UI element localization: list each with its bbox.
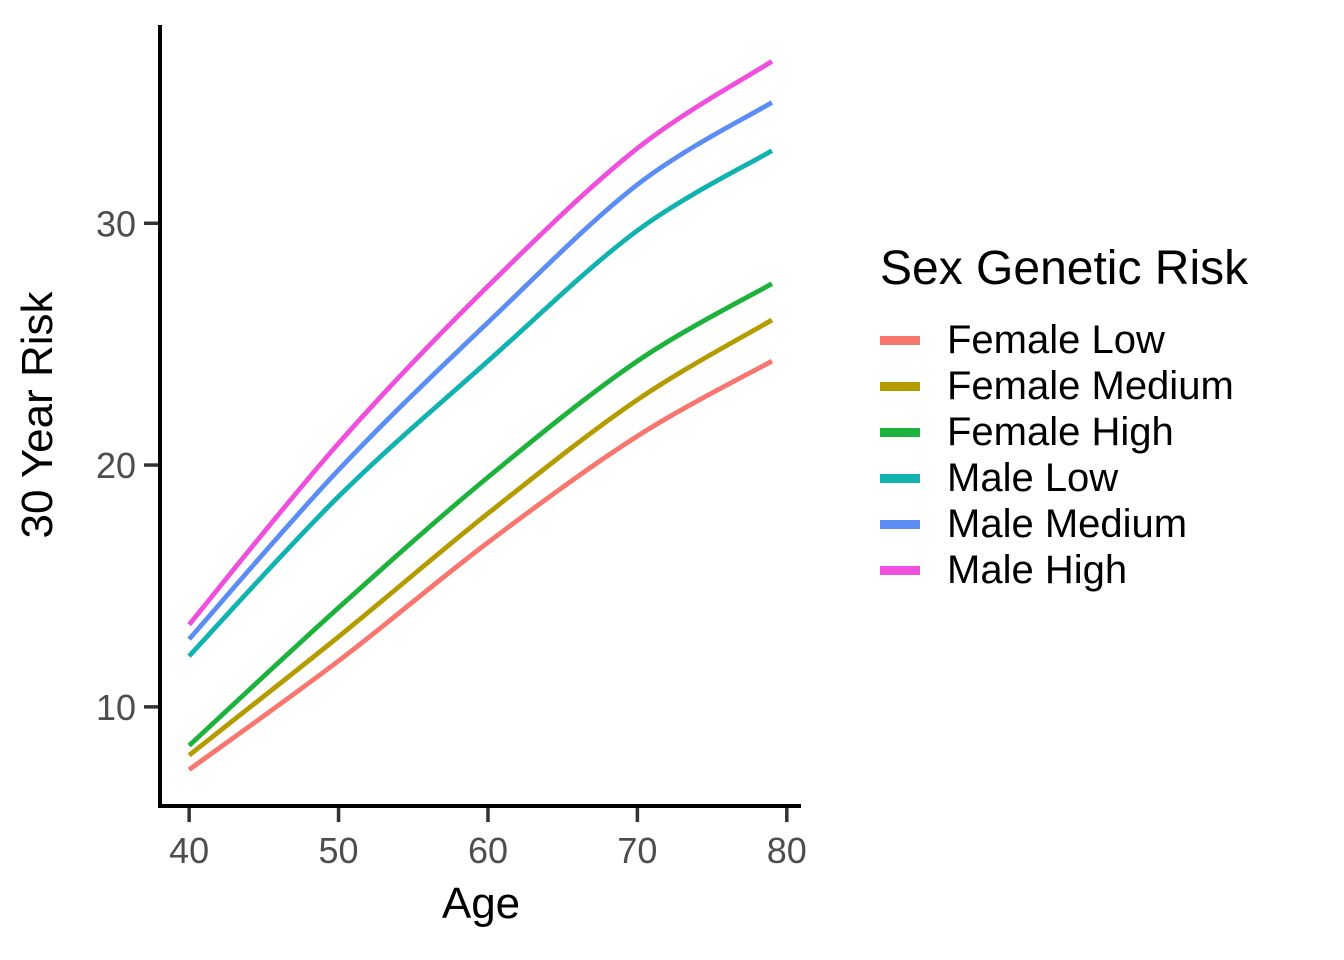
- legend-entry: Male Low: [880, 456, 1320, 502]
- x-tick-labels: 40 50 60 70 80: [169, 830, 807, 871]
- legend-key-line: [880, 382, 920, 392]
- legend-entry: Female Medium: [880, 364, 1320, 410]
- series-line-female-low: [187, 359, 774, 772]
- y-tick-label: 20: [96, 445, 136, 486]
- series-line-male-medium: [187, 100, 774, 641]
- x-tick-label: 50: [319, 830, 359, 871]
- series-line-male-low: [187, 148, 774, 658]
- legend-key-line: [880, 474, 920, 484]
- series-line-female-high: [187, 281, 774, 748]
- x-tick-label: 80: [767, 830, 807, 871]
- x-tick-label: 40: [169, 830, 209, 871]
- legend-label: Female Low: [947, 318, 1165, 363]
- legend-entries: Female Low Female Medium Female High Male L…: [880, 318, 1320, 594]
- series-lines: [187, 59, 774, 772]
- legend-entry: Female High: [880, 410, 1320, 456]
- y-tick-label: 10: [96, 687, 136, 728]
- legend-key-line: [880, 520, 920, 530]
- x-tick-label: 70: [617, 830, 657, 871]
- legend-entry: Male High: [880, 548, 1320, 594]
- legend-label: Male Medium: [947, 502, 1188, 547]
- y-tick-marks: [144, 221, 158, 709]
- legend-entry: Male Medium: [880, 502, 1320, 548]
- y-axis: 10 20 30 30 Year Risk: [13, 25, 162, 808]
- x-tick-label: 60: [468, 830, 508, 871]
- y-tick-label: 30: [96, 203, 136, 244]
- legend: Sex Genetic Risk Female Low Female Medium…: [880, 242, 1320, 594]
- y-axis-title: 30 Year Risk: [13, 290, 62, 538]
- legend-key-line: [880, 336, 920, 346]
- legend-title: Sex Genetic Risk: [880, 242, 1249, 295]
- legend-entry: Female Low: [880, 318, 1320, 364]
- legend-key-line: [880, 566, 920, 576]
- legend-label: Male Low: [947, 456, 1119, 501]
- legend-label: Female High: [947, 410, 1174, 455]
- legend-label: Male High: [947, 548, 1128, 593]
- x-axis-title: Age: [442, 879, 520, 928]
- legend-key-line: [880, 428, 920, 438]
- x-axis: 40 50 60 70 80 Age: [158, 804, 807, 928]
- x-tick-marks: [187, 808, 789, 822]
- series-line-female-medium: [187, 317, 774, 758]
- y-tick-labels: 10 20 30: [96, 203, 136, 728]
- series-line-male-high: [187, 59, 774, 627]
- legend-label: Female Medium: [947, 364, 1234, 409]
